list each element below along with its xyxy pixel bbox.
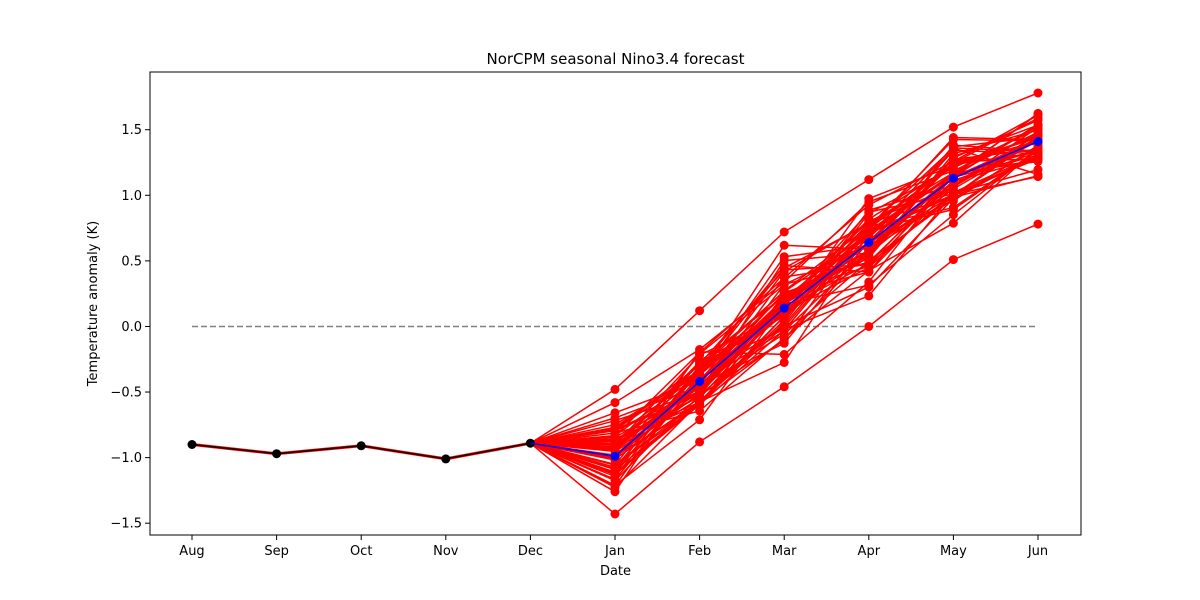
observed-point xyxy=(187,440,197,449)
ensemble-member-point xyxy=(779,256,789,266)
ensemble-member-point xyxy=(779,358,789,367)
y-tick-label: 1.0 xyxy=(121,189,142,204)
x-axis-label: Date xyxy=(600,564,631,579)
observed-point xyxy=(272,449,282,459)
ensemble-member-point xyxy=(610,487,620,497)
ensemble-member-point xyxy=(610,425,620,435)
x-tick-label: Mar xyxy=(772,544,797,559)
ensemble-member-point xyxy=(864,244,874,254)
y-tick-label: −1.0 xyxy=(110,451,142,466)
x-tick-label: Apr xyxy=(858,544,881,559)
x-tick-label: Oct xyxy=(350,544,372,559)
ensemble-member-point xyxy=(610,408,620,418)
ensemble-member-point xyxy=(779,286,789,296)
x-tick-label: Dec xyxy=(518,544,543,559)
y-axis-label: Temperature anomaly (K) xyxy=(86,221,101,387)
ensemble-member-point xyxy=(1033,120,1043,130)
ensemble-mean-point xyxy=(695,377,705,386)
ensemble-member-point xyxy=(1033,165,1043,175)
ensemble-member-point xyxy=(695,400,705,410)
ensemble-member-point xyxy=(610,476,620,486)
ensemble-member-point xyxy=(948,189,958,199)
ensemble-member-point xyxy=(948,133,958,142)
chart-title: NorCPM seasonal Nino3.4 forecast xyxy=(486,50,744,68)
ensemble-member-point xyxy=(864,197,874,207)
observed-point xyxy=(441,454,451,464)
ensemble-member-point xyxy=(610,509,620,519)
ensemble-member-point xyxy=(695,357,705,367)
ensemble-member-point xyxy=(864,322,874,331)
ensemble-member-point xyxy=(864,282,874,292)
ensemble-member-point xyxy=(695,364,705,374)
ensemble-member-point xyxy=(610,435,620,445)
ensemble-member-point xyxy=(864,225,874,235)
ensemble-mean-point xyxy=(779,303,789,313)
ensemble-member-point xyxy=(779,240,789,250)
ensemble-member-point xyxy=(610,398,620,408)
ensemble-member-point xyxy=(695,345,705,354)
ensemble-member-point xyxy=(695,389,705,399)
ensemble-member-point xyxy=(779,311,789,321)
y-tick-label: 0.5 xyxy=(121,254,142,269)
ensemble-member-point xyxy=(779,325,789,335)
ensemble-mean-point xyxy=(1033,137,1043,146)
ensemble-member-point xyxy=(695,415,705,425)
ensemble-member-point xyxy=(864,262,874,272)
ensemble-member-point xyxy=(1033,219,1043,229)
ensemble-member-point xyxy=(695,406,705,416)
y-tick-label: 1.5 xyxy=(121,123,142,138)
ensemble-member-point xyxy=(948,182,958,192)
y-tick-label: −1.5 xyxy=(110,517,142,532)
ensemble-member-point xyxy=(864,175,874,185)
plot-area: Aug Sep Oct Nov Dec Jan Feb Mar Apr May Jun −1.5 −1.… xyxy=(110,71,1082,559)
ensemble-member-point xyxy=(779,382,789,392)
ensemble-member-point xyxy=(1033,172,1043,182)
ensemble-member-point xyxy=(610,384,620,394)
y-tick-label: −0.5 xyxy=(110,386,142,401)
observed-point xyxy=(356,441,366,451)
ensemble-member-point xyxy=(864,207,874,217)
ensemble-member-point xyxy=(948,152,958,162)
ensemble-member-point xyxy=(1033,147,1043,157)
ensemble-member-point xyxy=(864,253,874,263)
x-tick-label: Nov xyxy=(433,544,459,559)
ensemble-member-point xyxy=(779,338,789,348)
x-tick-label: Aug xyxy=(179,544,204,559)
x-tick-label: Sep xyxy=(264,544,289,559)
ensemble-mean-point xyxy=(610,451,620,461)
ensemble-member-point xyxy=(1033,88,1043,98)
ensemble-member-point xyxy=(948,203,958,213)
ensemble-member-point xyxy=(1033,108,1043,118)
ensemble-member-point xyxy=(948,218,958,228)
ensemble-member-point xyxy=(779,227,789,237)
ensemble-member-point xyxy=(948,143,958,153)
ensemble-mean-point xyxy=(948,173,958,183)
ensemble-member-point xyxy=(779,277,789,287)
ensemble-member-point xyxy=(948,166,958,176)
ensemble-member-point xyxy=(864,291,874,301)
x-tick-label: Jan xyxy=(604,544,625,559)
x-tick-label: Jun xyxy=(1027,544,1048,559)
x-tick-label: May xyxy=(940,544,967,559)
ensemble-member-point xyxy=(948,255,958,265)
ensemble-member-point xyxy=(695,306,705,316)
ensemble-member-point xyxy=(779,349,789,359)
ensemble-mean-point xyxy=(864,238,874,247)
ensemble-member-point xyxy=(610,460,620,470)
ensemble-member-point xyxy=(695,437,705,447)
x-tick-label: Feb xyxy=(688,544,711,559)
ensemble-member-point xyxy=(948,122,958,132)
y-tick-label: 0.0 xyxy=(121,320,142,335)
ensemble-member-point xyxy=(779,263,789,273)
